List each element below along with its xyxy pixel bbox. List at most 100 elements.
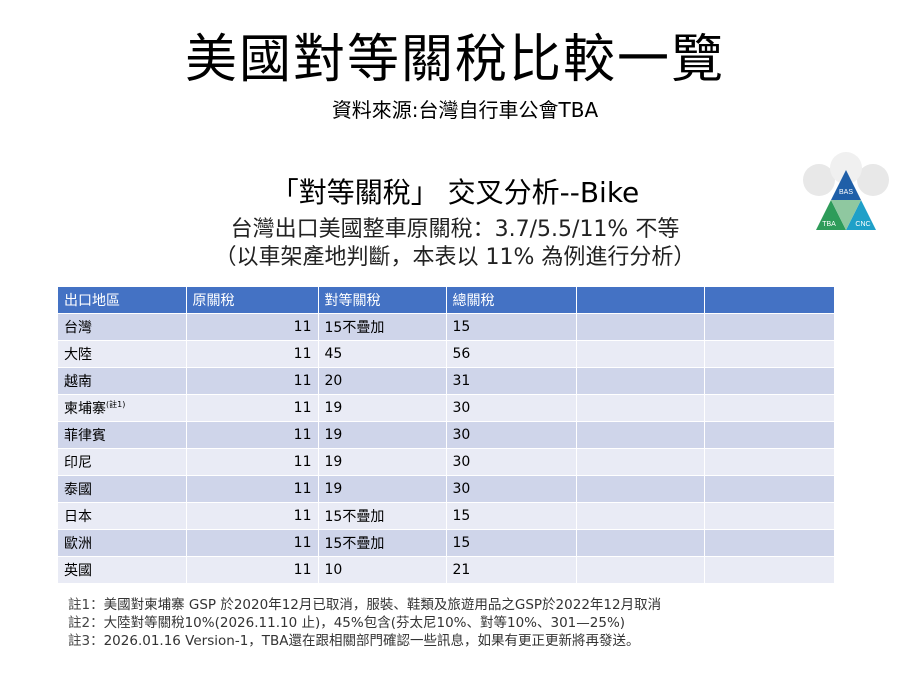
tariff-comparison-table: 出口地區 原關稅 對等關稅 總關稅 台灣 11 15不疊加 15 大陸 11 45 56 越南 1… xyxy=(58,287,835,584)
cell-empty xyxy=(704,448,835,476)
cell-region-text: 大陸 xyxy=(64,346,92,363)
cell-total-tariff-text: 56 xyxy=(452,345,471,362)
cell-reciprocal-tariff: 19 xyxy=(318,421,447,449)
cell-total-tariff-text: 15 xyxy=(452,318,471,335)
table-row: 日本 11 15不疊加 15 xyxy=(58,502,835,530)
cell-region-text: 越南 xyxy=(64,373,92,390)
table-row: 菲律賓 11 19 30 xyxy=(58,421,835,449)
logo-triangle xyxy=(846,200,876,230)
cell-region: 日本 xyxy=(58,502,187,530)
cell-reciprocal-tariff: 15不疊加 xyxy=(318,313,447,341)
cell-empty xyxy=(576,448,705,476)
table-header-row: 出口地區 原關稅 對等關稅 總關稅 xyxy=(58,287,835,314)
cell-original-tariff-text: 11 xyxy=(293,453,312,470)
cell-original-tariff-text: 11 xyxy=(293,318,312,335)
cell-region: 歐洲 xyxy=(58,529,187,557)
cell-original-tariff: 11 xyxy=(186,340,319,368)
cell-empty xyxy=(576,529,705,557)
cell-total-tariff: 15 xyxy=(446,313,577,341)
header-reciprocal-tariff: 對等關稅 xyxy=(318,287,447,314)
cell-original-tariff-text: 11 xyxy=(293,561,312,578)
footnote-1: 註1：美國對柬埔寨 GSP 於2020年12月已取消，服裝、鞋類及旅遊用品之GS… xyxy=(68,596,888,614)
cell-total-tariff-text: 15 xyxy=(452,507,471,524)
cell-total-tariff-text: 30 xyxy=(452,399,471,416)
cell-region-text: 歐洲 xyxy=(64,535,92,552)
cell-region: 台灣 xyxy=(58,313,187,341)
cell-empty xyxy=(576,313,705,341)
footnote-text: 大陸對等關稅10%(2026.11.10 止)，45%包含(芬太尼10%、對等1… xyxy=(103,615,626,631)
header-region: 出口地區 xyxy=(58,287,187,314)
table-row: 歐洲 11 15不疊加 15 xyxy=(58,529,835,557)
cell-empty xyxy=(704,475,835,503)
cell-original-tariff: 11 xyxy=(186,475,319,503)
data-source: 資料來源:台灣自行車公會TBA xyxy=(331,98,599,122)
cell-original-tariff: 11 xyxy=(186,448,319,476)
cell-total-tariff: 56 xyxy=(446,340,577,368)
analysis-title: 「對等關稅」 交叉分析--Bike xyxy=(270,176,640,209)
cell-reciprocal-tariff-text: 19 xyxy=(324,453,343,470)
cell-empty xyxy=(704,313,835,341)
cell-total-tariff: 15 xyxy=(446,529,577,557)
footnote-ref: (註1) xyxy=(106,399,126,409)
cell-region-text: 台灣 xyxy=(64,319,92,336)
table-row: 柬埔寨(註1) 11 19 30 xyxy=(58,394,835,422)
cell-total-tariff: 30 xyxy=(446,475,577,503)
cell-total-tariff-text: 30 xyxy=(452,480,471,497)
cell-reciprocal-tariff: 19 xyxy=(318,394,447,422)
cell-reciprocal-tariff-text: 19 xyxy=(324,426,343,443)
footnotes: 註1：美國對柬埔寨 GSP 於2020年12月已取消，服裝、鞋類及旅遊用品之GS… xyxy=(68,596,888,650)
header-total-tariff: 總關稅 xyxy=(446,287,577,314)
header-original-tariff: 原關稅 xyxy=(186,287,319,314)
table-row: 英國 11 10 21 xyxy=(58,556,835,584)
cell-region: 英國 xyxy=(58,556,187,584)
cell-reciprocal-tariff-text: 20 xyxy=(324,372,343,389)
cell-original-tariff: 11 xyxy=(186,394,319,422)
header-empty-1 xyxy=(576,287,705,314)
cell-empty xyxy=(576,475,705,503)
cell-reciprocal-tariff-text: 15不疊加 xyxy=(324,508,385,525)
footnote-2: 註2：大陸對等關稅10%(2026.11.10 止)，45%包含(芬太尼10%、… xyxy=(68,614,888,632)
cell-reciprocal-tariff: 45 xyxy=(318,340,447,368)
cell-region-text: 菲律賓 xyxy=(64,427,106,444)
cell-original-tariff-text: 11 xyxy=(293,345,312,362)
cell-region-text: 英國 xyxy=(64,562,92,579)
table-row: 越南 11 20 31 xyxy=(58,367,835,395)
footnote-label: 註3： xyxy=(68,633,104,649)
cell-total-tariff-text: 30 xyxy=(452,426,471,443)
cell-reciprocal-tariff-text: 45 xyxy=(324,345,343,362)
cell-empty xyxy=(704,556,835,584)
logo-triangle xyxy=(831,170,861,200)
footnote-text: 美國對柬埔寨 GSP 於2020年12月已取消，服裝、鞋類及旅遊用品之GSP於2… xyxy=(103,597,662,613)
cell-original-tariff: 11 xyxy=(186,556,319,584)
cell-total-tariff: 30 xyxy=(446,448,577,476)
cell-empty xyxy=(704,340,835,368)
table-row: 台灣 11 15不疊加 15 xyxy=(58,313,835,341)
cell-empty xyxy=(704,421,835,449)
cell-original-tariff: 11 xyxy=(186,313,319,341)
footnote-label: 註2： xyxy=(68,615,104,631)
header-empty-2 xyxy=(704,287,835,314)
cell-region: 印尼 xyxy=(58,448,187,476)
cell-reciprocal-tariff-text: 10 xyxy=(324,561,343,578)
cell-reciprocal-tariff: 15不疊加 xyxy=(318,529,447,557)
cell-region: 大陸 xyxy=(58,340,187,368)
cell-original-tariff-text: 11 xyxy=(293,534,312,551)
cell-empty xyxy=(576,367,705,395)
original-tariff-note: 台灣出口美國整車原關稅：3.7/5.5/11% 不等 xyxy=(230,217,680,242)
cell-original-tariff: 11 xyxy=(186,502,319,530)
cell-reciprocal-tariff: 15不疊加 xyxy=(318,502,447,530)
cell-reciprocal-tariff: 19 xyxy=(318,448,447,476)
page-title: 美國對等關稅比較一覽 xyxy=(184,30,725,90)
cell-total-tariff: 15 xyxy=(446,502,577,530)
footnote-3: 註3：2026.01.16 Version-1，TBA還在跟相關部門確認一些訊息… xyxy=(68,632,888,650)
cell-empty xyxy=(576,556,705,584)
cell-empty xyxy=(576,394,705,422)
cell-total-tariff-text: 15 xyxy=(452,534,471,551)
cell-empty xyxy=(704,367,835,395)
cell-reciprocal-tariff-text: 19 xyxy=(324,399,343,416)
cell-region: 菲律賓 xyxy=(58,421,187,449)
cell-reciprocal-tariff: 20 xyxy=(318,367,447,395)
logo-label-bas: BAS xyxy=(839,189,853,196)
cell-empty xyxy=(704,529,835,557)
cell-empty xyxy=(704,394,835,422)
